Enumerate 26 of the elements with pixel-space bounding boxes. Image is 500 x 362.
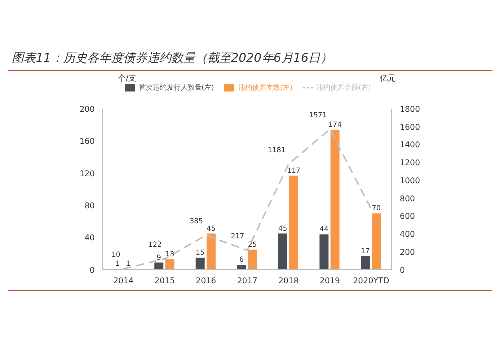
y2-tick-label: 1800 [400,104,420,114]
y-tick-label: 120 [80,169,95,178]
y-tick-label: 40 [84,234,95,243]
chart-title: 图表11：历史各年度债券违约数量（截至2020年6月16日） [8,8,492,71]
y2-tick-label: 1600 [400,122,420,132]
y2-tick-label: 400 [400,230,416,240]
y2-tick-label: 800 [400,194,416,204]
y2-tick-label: 600 [400,212,416,222]
y2-tick-label: 200 [400,248,416,257]
x-tick-label: 2016 [196,276,216,286]
y2-tick-label: 1200 [400,158,420,168]
x-tick-label: 2018 [278,276,299,286]
y-axis-title: 个/支 [118,73,137,84]
y-tick-label: 80 [84,201,95,210]
x-tick-label: 2020YTD [353,276,390,286]
y2-tick-label: 1000 [400,176,420,186]
y2-tick-label: 1400 [400,140,420,150]
x-tick-label: 2019 [320,276,340,286]
x-tick-label: 2017 [237,276,258,286]
y2-tick-label: 0 [400,266,406,275]
x-tick-label: 2014 [113,276,134,286]
y-tick-label: 160 [80,137,95,146]
y2-axis-title: 亿元 [380,73,396,84]
y-tick-label: 200 [80,104,95,114]
x-tick-label: 2015 [154,276,176,286]
y-tick-label: 0 [90,266,95,275]
